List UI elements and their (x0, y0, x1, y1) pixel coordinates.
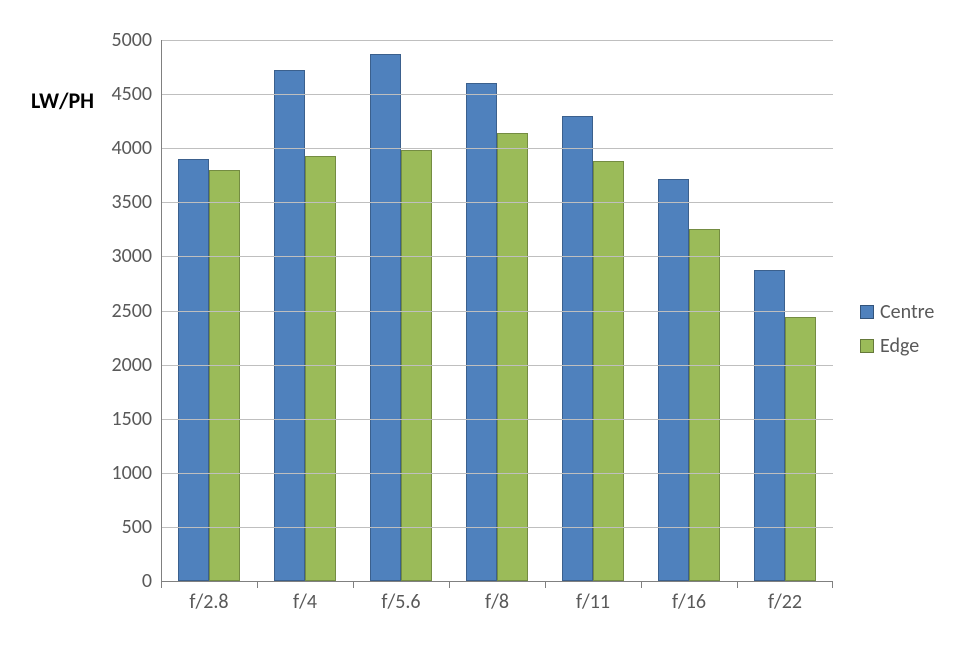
y-tick-label: 4500 (82, 82, 152, 106)
bar-centre (658, 179, 689, 582)
x-tick-mark (161, 581, 162, 588)
gridline (161, 527, 833, 528)
gridline (161, 148, 833, 149)
x-tick-mark (641, 581, 642, 588)
gridline (161, 419, 833, 420)
gridline (161, 40, 833, 41)
bar-edge (401, 150, 432, 581)
y-tick-label: 1000 (82, 461, 152, 485)
x-tick-label: f/16 (641, 590, 737, 614)
y-tick-label: 1500 (82, 407, 152, 431)
x-tick-label: f/2.8 (161, 590, 257, 614)
y-tick-label: 3000 (82, 244, 152, 268)
bar-edge (689, 229, 720, 581)
plot-area (161, 40, 833, 581)
x-tick-mark (257, 581, 258, 588)
legend-label: Centre (880, 300, 934, 324)
legend-swatch (860, 305, 874, 319)
x-axis-line (161, 581, 833, 582)
y-tick-label: 2000 (82, 353, 152, 377)
legend-label: Edge (880, 334, 919, 358)
bar-chart: LW/PH CentreEdge 05001000150020002500300… (0, 0, 980, 659)
bar-edge (209, 170, 240, 581)
bar-centre (370, 54, 401, 581)
x-tick-mark (449, 581, 450, 588)
y-axis-line (161, 40, 162, 581)
y-tick-label: 2500 (82, 299, 152, 323)
x-tick-label: f/5.6 (353, 590, 449, 614)
y-tick-label: 0 (82, 569, 152, 593)
x-tick-mark (832, 581, 833, 588)
gridline (161, 256, 833, 257)
x-tick-label: f/4 (257, 590, 353, 614)
gridline (161, 202, 833, 203)
gridline (161, 311, 833, 312)
x-tick-label: f/11 (545, 590, 641, 614)
bar-centre (178, 159, 209, 581)
x-tick-mark (353, 581, 354, 588)
bar-centre (466, 83, 497, 581)
gridline (161, 94, 833, 95)
y-tick-label: 3500 (82, 190, 152, 214)
x-tick-label: f/22 (737, 590, 833, 614)
bar-edge (785, 317, 816, 581)
legend: Centre Edge (860, 300, 934, 368)
bar-centre (274, 70, 305, 581)
legend-item: Centre (860, 300, 934, 324)
gridline (161, 365, 833, 366)
y-tick-label: 500 (82, 515, 152, 539)
y-tick-label: 4000 (82, 136, 152, 160)
bar-centre (562, 116, 593, 581)
bar-edge (497, 133, 528, 581)
x-tick-mark (545, 581, 546, 588)
legend-swatch (860, 339, 874, 353)
y-tick-label: 5000 (82, 28, 152, 52)
bar-centre (754, 270, 785, 581)
bar-edge (593, 161, 624, 581)
x-tick-label: f/8 (449, 590, 545, 614)
x-tick-mark (737, 581, 738, 588)
legend-item: Edge (860, 334, 934, 358)
bar-edge (305, 156, 336, 581)
gridline (161, 473, 833, 474)
